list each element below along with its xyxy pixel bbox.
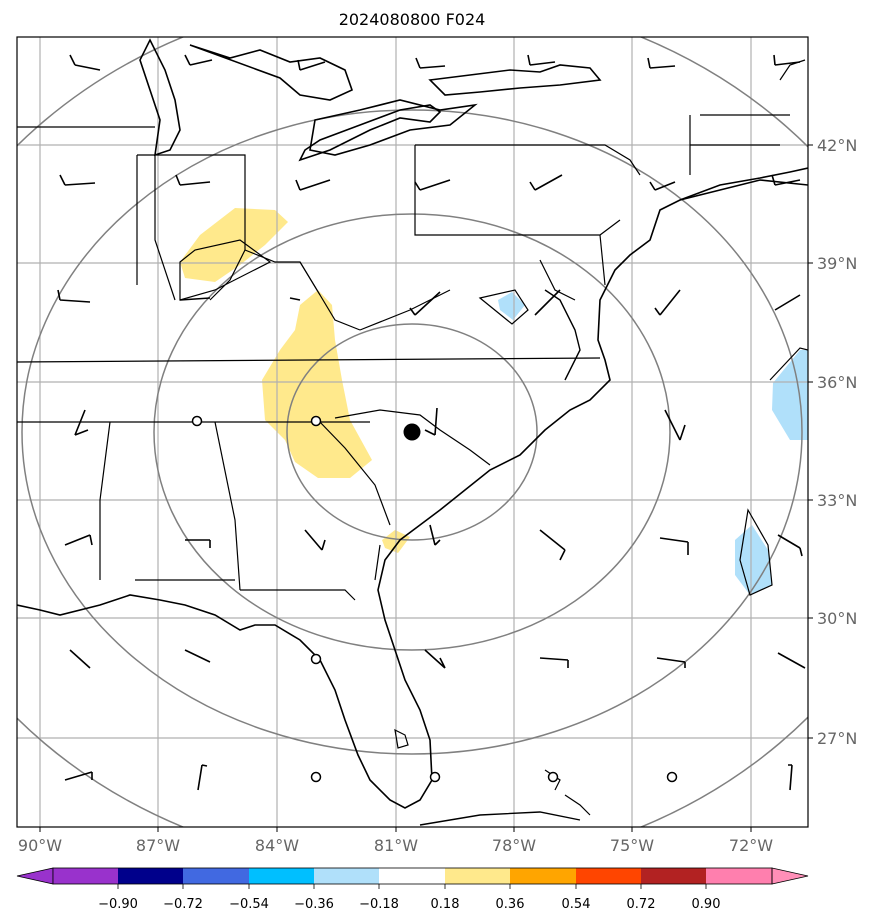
colorbar-segment — [314, 868, 379, 884]
colorbar-label: −0.90 — [98, 897, 138, 912]
graticule — [17, 37, 808, 827]
colorbar-extend-high — [771, 867, 809, 885]
lat-label: 42°N — [817, 136, 857, 155]
center-marker — [403, 423, 421, 441]
colorbar-label: 0.54 — [562, 897, 591, 912]
lon-label: 90°W — [18, 836, 62, 855]
colorbar-label: −0.18 — [359, 897, 399, 912]
colorbar-segment — [576, 868, 641, 884]
wind-barbs — [57, 54, 806, 791]
lat-label: 36°N — [817, 373, 857, 392]
colorbar-segment — [706, 868, 772, 884]
colorbar-label: 0.18 — [431, 897, 460, 912]
colorbar-segment — [249, 868, 314, 884]
colorbar-segment — [118, 868, 183, 884]
colorbar-segment — [510, 868, 576, 884]
lat-label: 27°N — [817, 729, 857, 748]
lon-label: 84°W — [255, 836, 299, 855]
map-area — [17, 37, 808, 827]
coastlines-and-borders — [17, 38, 808, 826]
map-frame — [16, 36, 809, 828]
lon-label: 87°W — [136, 836, 180, 855]
lat-label: 33°N — [817, 491, 857, 510]
colorbar-label: −0.36 — [294, 897, 334, 912]
colorbar-label: −0.72 — [163, 897, 203, 912]
colorbar-label: −0.54 — [229, 897, 269, 912]
lon-label: 78°W — [492, 836, 536, 855]
lat-label: 39°N — [817, 254, 857, 273]
colorbar-extend-low — [16, 867, 54, 885]
lat-label: 30°N — [817, 609, 857, 628]
negative-anomaly-shading — [498, 292, 808, 595]
colorbar-label: 0.36 — [496, 897, 525, 912]
map-title: 2024080800 F024 — [338, 10, 486, 29]
colorbar-segment — [53, 868, 118, 884]
range-rings — [17, 37, 808, 827]
colorbar-segment — [641, 868, 706, 884]
station-markers — [191, 415, 678, 783]
axis-ticks — [39, 144, 813, 832]
colorbar-segment — [183, 868, 249, 884]
colorbar: −0.90 −0.72 −0.54 −0.36 −0.18 0.18 0.36 … — [16, 867, 809, 912]
colorbar-segment — [445, 868, 510, 884]
colorbar-segment — [379, 868, 445, 884]
colorbar-label: 0.72 — [627, 897, 656, 912]
colorbar-label: 0.90 — [692, 897, 721, 912]
lon-label: 72°W — [729, 836, 773, 855]
lon-label: 81°W — [374, 836, 418, 855]
lon-label: 75°W — [610, 836, 654, 855]
